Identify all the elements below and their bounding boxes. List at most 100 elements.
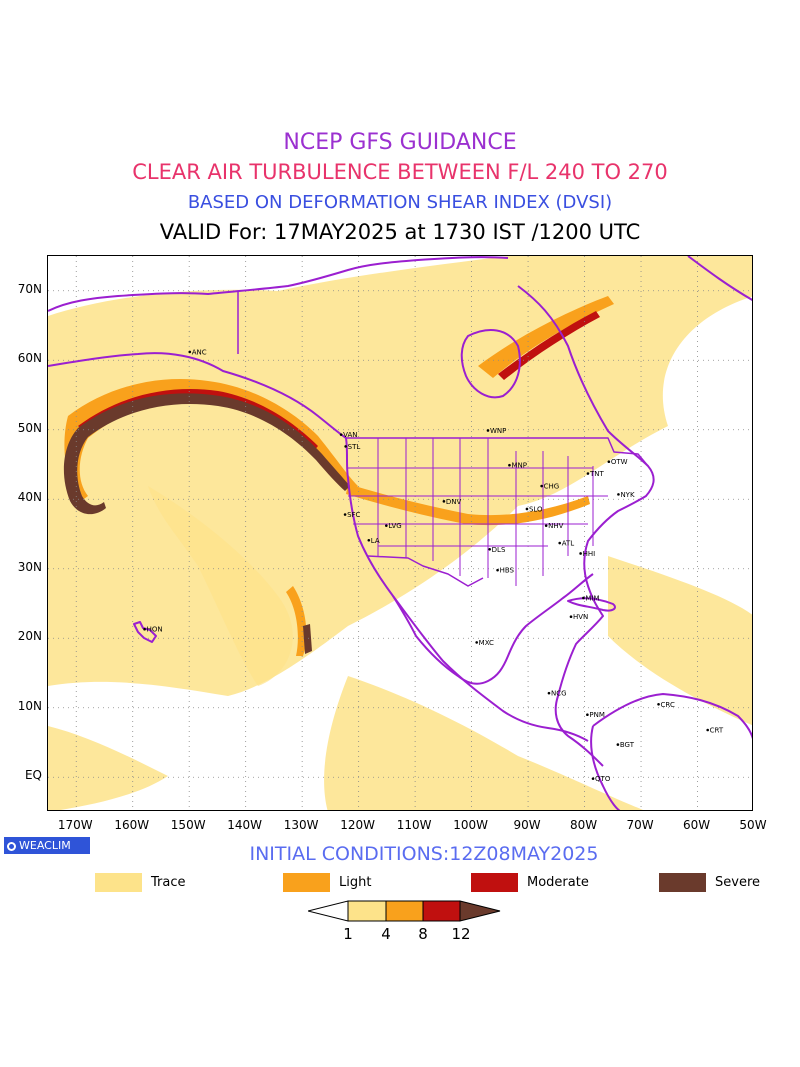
lon-label: 160W (114, 818, 150, 832)
lat-label: 60N (17, 351, 42, 366)
city-label: LA (371, 537, 380, 545)
legend-swatch-moderate (471, 873, 518, 892)
map-canvas: ANC VAN STL WNP MNP OTW TNT CHG NYK SFC DNV SLO LVG N… (48, 256, 752, 810)
lon-label: 80W (569, 818, 598, 832)
colorbar-under-arrow (308, 900, 349, 922)
legend-label-trace: Trace (151, 875, 186, 890)
turbulence-severe-spot (303, 624, 312, 654)
turbulence-light-eddy (286, 586, 307, 656)
city-dot (617, 493, 620, 496)
city-label: CHG (544, 483, 560, 491)
city-dot (343, 513, 347, 516)
city-label: OTW (611, 458, 628, 466)
city-dot (367, 538, 371, 542)
colorbar-tick-1: 1 (343, 925, 353, 943)
city-dot (508, 463, 511, 467)
city-dot (540, 484, 543, 488)
city-dot (339, 433, 343, 436)
legend-swatch-light (283, 873, 330, 892)
legend-label-severe: Severe (715, 875, 760, 890)
legend-label-moderate: Moderate (527, 875, 589, 890)
turbulence-light-us (346, 484, 590, 526)
colorbar-segment-trace (347, 900, 387, 922)
city-dot (616, 743, 620, 746)
city-label: QTO (595, 775, 611, 783)
city-label: CRC (661, 701, 675, 709)
lon-label: 70W (626, 818, 654, 832)
turbulence-moderate-northeast (498, 311, 600, 380)
city-markers: ANC VAN STL WNP MNP OTW TNT CHG NYK SFC DNV SLO LVG N… (143, 348, 724, 783)
lon-label: 130W (283, 818, 319, 832)
city-dot (558, 541, 562, 545)
city-label: DNV (446, 498, 462, 506)
lat-label: 10N (17, 698, 42, 713)
us-mexico-border (367, 555, 484, 587)
lon-label: 100W (453, 818, 488, 832)
us-state-borders (348, 438, 608, 586)
city-dot (544, 524, 548, 527)
legend-label-light: Light (339, 875, 372, 890)
turbulence-trace-area (48, 256, 752, 810)
lat-label: 70N (17, 281, 42, 296)
city-label: NHV (548, 522, 564, 530)
city-dot (525, 507, 529, 511)
city-label: MNP (511, 462, 527, 470)
city-label: HVN (573, 613, 588, 621)
city-label: ATL (562, 540, 575, 548)
title-model: NCEP GFS GUIDANCE (283, 130, 517, 155)
city-dot (569, 615, 573, 619)
city-dot (657, 702, 660, 706)
city-dot (582, 596, 585, 600)
colorbar (308, 900, 501, 922)
us-canada-border (346, 437, 649, 467)
lon-label: 150W (170, 818, 206, 832)
city-label: VAN (343, 431, 357, 439)
coastlines-and-borders (48, 256, 752, 810)
city-dot (579, 552, 582, 555)
logo-ring-icon (7, 842, 16, 851)
lat-label: EQ (24, 768, 42, 783)
city-label: PNM (589, 711, 605, 719)
turbulence-trace-pacific (148, 486, 293, 686)
lat-label: 30N (17, 559, 42, 574)
city-label: SLO (529, 505, 543, 513)
city-label: TNT (589, 470, 605, 478)
city-label: WNP (490, 427, 506, 435)
city-dot (586, 472, 590, 475)
city-dot (586, 713, 589, 716)
city-dot (591, 777, 595, 780)
south-america-coastline (590, 693, 752, 810)
lon-label: 120W (340, 818, 376, 832)
city-label: BGT (620, 741, 635, 749)
greenland-coast (687, 256, 752, 301)
hawaii-outline (133, 621, 157, 643)
city-label: ANC (192, 348, 207, 356)
city-label: MXC (479, 639, 494, 647)
lon-label: 140W (227, 818, 263, 832)
city-dot (488, 547, 491, 551)
city-label: NYK (620, 491, 635, 499)
hudson-bay-outline (460, 329, 521, 399)
title-product: CLEAR AIR TURBULENCE BETWEEN F/L 240 TO … (132, 160, 668, 184)
city-label: STL (348, 443, 361, 451)
colorbar-tick-12: 12 (451, 925, 471, 943)
city-label: CRT (710, 726, 724, 734)
mexico-pacific-coast (392, 595, 589, 742)
city-dot (706, 728, 709, 732)
city-dot (486, 429, 490, 432)
lon-label: 110W (396, 818, 432, 832)
colorbar-over-arrow (459, 900, 501, 922)
city-label: NCG (551, 690, 567, 698)
city-label: MIM (585, 594, 599, 602)
city-label: LVG (388, 522, 401, 530)
colorbar-tick-4: 4 (381, 925, 391, 943)
cuba-outline (567, 597, 616, 612)
city-label: DLS (492, 546, 506, 554)
city-label: SFC (347, 511, 360, 519)
lon-label: 50W (739, 818, 767, 832)
city-label: HHI (583, 550, 596, 558)
city-dot (344, 445, 347, 448)
logo-text: WEACLIM (19, 839, 71, 852)
city-dot (496, 568, 499, 572)
city-dot (143, 627, 146, 631)
